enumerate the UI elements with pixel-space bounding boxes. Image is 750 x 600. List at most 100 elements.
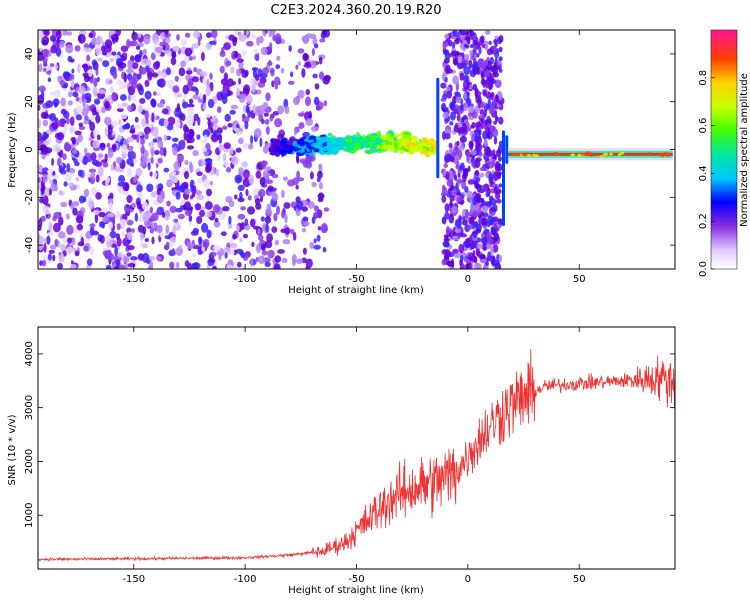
spectrogram-cell [297, 177, 305, 182]
spectrogram-cell [90, 246, 94, 256]
spectrogram-cell [153, 45, 157, 55]
spectrogram-cell [65, 44, 74, 54]
spectrogram-cell [599, 155, 605, 158]
spectrogram-cell [116, 80, 123, 85]
spectrogram-cell [46, 235, 51, 245]
spectrogram-cell [43, 30, 50, 37]
x-tick-label: -150 [122, 274, 145, 285]
spectrogram-cell [479, 36, 484, 46]
spectrogram-cell [212, 204, 221, 213]
spectrogram-cell [96, 35, 104, 45]
spectrogram-cell [295, 184, 299, 190]
spectrogram-cell [290, 71, 294, 78]
spectrogram-cell [255, 74, 260, 81]
spectrogram-cell [305, 89, 311, 96]
spectrogram-cell [166, 123, 174, 131]
spectrogram-cell [263, 172, 272, 177]
spectrogram-cell [321, 30, 327, 37]
spectrogram-cell [126, 194, 133, 204]
spectrogram-cell [272, 111, 280, 116]
spectrogram-cell [487, 161, 495, 169]
spectrogram-cell [174, 186, 183, 191]
spectrogram-cell [166, 200, 171, 207]
spectrogram-cell [422, 145, 427, 150]
spectrogram-cell [49, 113, 56, 122]
spectrogram-cell [172, 137, 179, 142]
spectrogram-cell [448, 213, 455, 224]
spectrogram-cell [58, 216, 64, 226]
spectrogram-cell [255, 170, 262, 179]
spectrogram-cell [196, 194, 205, 201]
spectrogram-cell [277, 249, 285, 254]
spectrogram-cell [376, 130, 382, 136]
spectrogram-cell [131, 31, 139, 41]
spectrogram-cell [234, 194, 238, 200]
spectrogram-cell [203, 134, 208, 141]
spectrogram-cell [319, 38, 326, 43]
spectrogram-cell [445, 171, 450, 181]
spectrogram-cell [194, 262, 198, 269]
spectrogram-cell [455, 219, 462, 229]
spectrogram-cell [100, 207, 108, 213]
spectrogram-cell [253, 188, 259, 196]
spectrogram-cell [498, 68, 503, 73]
spectrogram-cell [302, 247, 307, 255]
y-tick-label: 3000 [24, 395, 35, 420]
spectrogram-cell [96, 57, 104, 62]
spectrogram-cell [276, 55, 281, 61]
spectrogram-cell [38, 131, 43, 142]
spectrogram-cell [131, 202, 137, 208]
spectrogram-cell [242, 142, 248, 150]
spectrogram-cell [465, 209, 469, 219]
spectrogram-cell [251, 241, 255, 247]
spectrogram-cell [481, 185, 485, 190]
spectrogram-cell [585, 151, 590, 155]
spectrogram-cell [155, 163, 159, 168]
spectrogram-cell [301, 68, 306, 78]
spectrogram-cell [419, 142, 427, 146]
spectrogram-cell [189, 163, 194, 174]
spectrogram-cell [313, 244, 321, 250]
spectrogram-cell [305, 153, 313, 162]
spectrogram-cell [38, 30, 43, 39]
spectrogram-cell [142, 211, 150, 222]
spectrogram-cell [209, 40, 217, 45]
spectrogram-cell [99, 234, 105, 244]
spectrogram-cell [323, 100, 328, 107]
spectrogram-cell [220, 78, 228, 86]
spectrogram-cell [152, 171, 158, 178]
spectrogram-cell [250, 218, 256, 228]
y-tick-label: -20 [24, 189, 35, 205]
spectrogram-cell [75, 96, 80, 102]
spectrogram-cell [167, 52, 172, 58]
spectrogram-cell [318, 56, 323, 65]
spectrogram-cell [138, 105, 143, 113]
spectrogram-cell [175, 120, 181, 129]
spectrogram-cell [239, 237, 243, 243]
spectrogram-cell [149, 261, 154, 269]
spectrogram-cell [442, 168, 447, 177]
spectrogram-cell [241, 70, 249, 78]
spectrogram-cell [486, 115, 491, 122]
spectrogram-cell [77, 169, 83, 177]
spectrogram-cell [159, 231, 164, 238]
spectrogram-cell [156, 224, 163, 233]
spectrogram-cell [475, 94, 480, 104]
spectrogram-cell [83, 188, 90, 198]
spectrogram-cell [119, 94, 127, 101]
spectrogram-cell [462, 168, 469, 174]
spectrogram-cell [365, 135, 369, 139]
spectrogram-cell [151, 236, 155, 245]
spectrogram-cell [443, 241, 450, 248]
spectrogram-cell [144, 110, 149, 121]
spectrogram-cell [457, 120, 462, 129]
spectrogram-cell [466, 37, 471, 45]
spectrogram-cell [164, 30, 169, 35]
spectrogram-cell [444, 211, 450, 220]
spectrogram-cell [117, 181, 125, 187]
spectrogram-cell [203, 178, 210, 188]
spectrogram-cell [127, 59, 133, 70]
spectrogram-cell [464, 53, 470, 61]
spectrogram-cell [126, 167, 132, 178]
